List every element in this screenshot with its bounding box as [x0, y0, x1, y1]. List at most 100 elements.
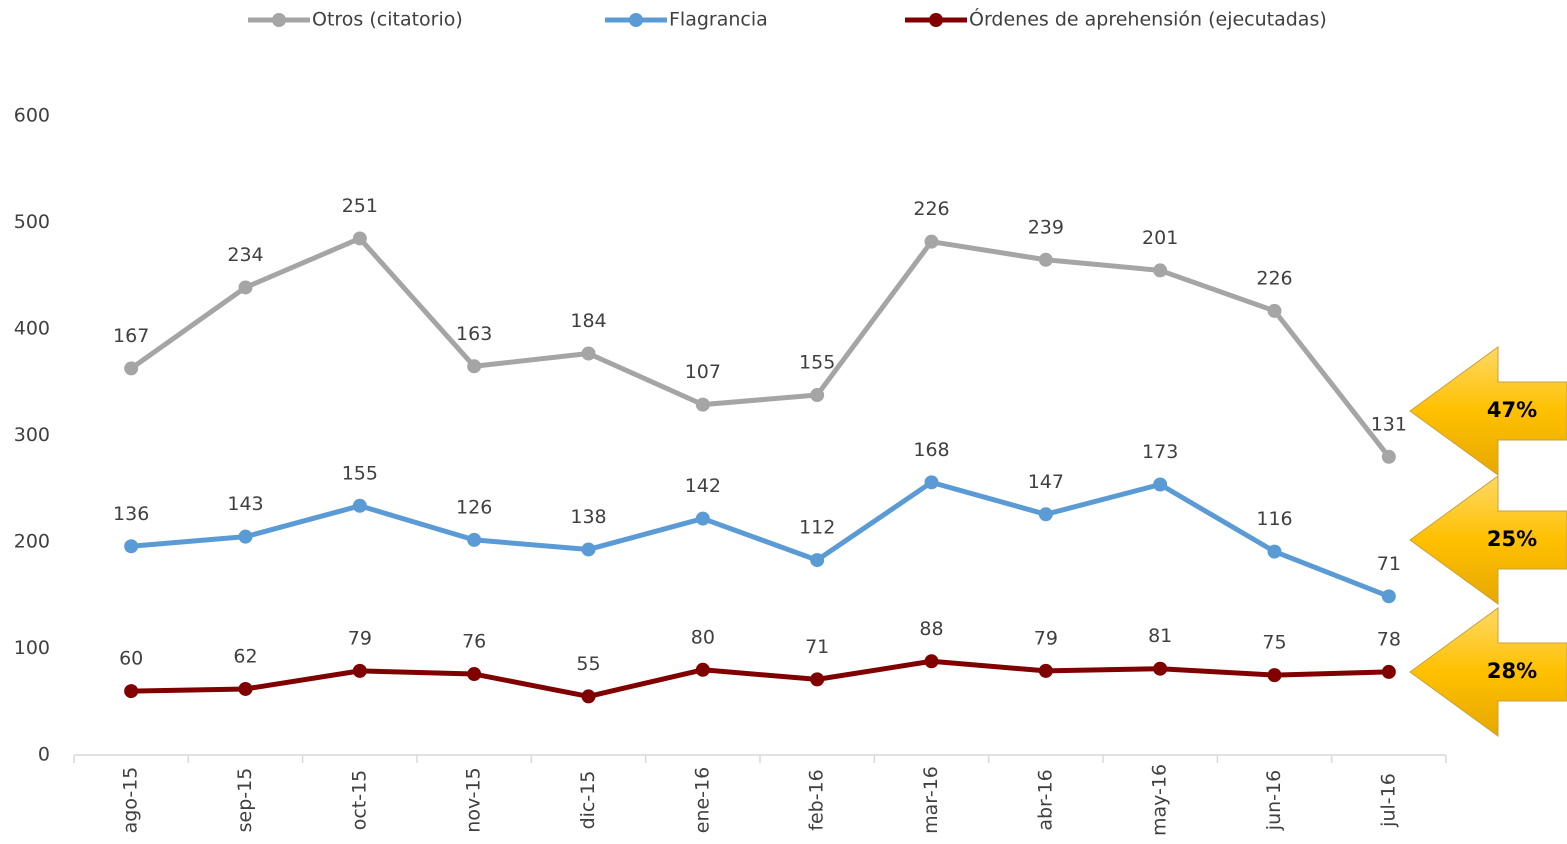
point [124, 361, 139, 376]
data-label: 71 [1377, 553, 1401, 575]
legend-label: Flagrancia [669, 9, 768, 31]
x-tick-label: dic-15 [577, 771, 599, 830]
arrow-callout: 47% [1409, 346, 1567, 476]
point [581, 346, 596, 361]
point [924, 654, 939, 669]
point [352, 663, 367, 678]
point [238, 529, 253, 544]
data-label: 234 [227, 244, 263, 266]
data-label: 201 [1142, 227, 1178, 249]
annotation: 25% [1487, 527, 1537, 551]
point [352, 231, 367, 246]
point [467, 359, 482, 374]
data-label: 136 [113, 503, 149, 525]
data-label: 116 [1256, 508, 1292, 530]
point [810, 553, 825, 568]
data-label: 79 [1034, 627, 1058, 649]
data-label: 107 [685, 361, 721, 383]
annotation: 47% [1487, 398, 1537, 422]
point [1381, 449, 1396, 464]
x-tick-label: oct-15 [348, 770, 370, 831]
data-label: 142 [685, 475, 721, 497]
point [581, 542, 596, 557]
x-tick-label: ago-15 [120, 767, 142, 834]
data-label: 155 [799, 352, 835, 374]
x-tick-label: abr-16 [1034, 769, 1056, 830]
y-tick-label: 0 [38, 744, 50, 766]
arrow [1409, 346, 1567, 476]
point [695, 511, 710, 526]
y-tick-label: 300 [14, 424, 50, 446]
point [1381, 664, 1396, 679]
legend-marker [629, 13, 643, 27]
x-tick-label: sep-15 [234, 768, 256, 833]
x-tick-label: nov-15 [463, 767, 485, 832]
data-label: 88 [919, 618, 943, 640]
point [1267, 668, 1282, 683]
point [1267, 544, 1282, 559]
point [1153, 477, 1168, 492]
annotation: 28% [1487, 659, 1537, 683]
arrow-callout: 28% [1409, 607, 1567, 737]
data-label: 168 [913, 439, 949, 461]
series-line [130, 479, 1390, 599]
data-label: 147 [1028, 471, 1064, 493]
point [1153, 263, 1168, 278]
point [467, 667, 482, 682]
legend-marker [272, 13, 286, 27]
y-tick-label: 100 [14, 637, 50, 659]
x-tick-label: mar-16 [920, 766, 942, 834]
data-label: 138 [570, 506, 606, 528]
arrow [1409, 607, 1567, 737]
point [695, 662, 710, 677]
data-label: 81 [1148, 625, 1172, 647]
point [352, 498, 367, 513]
y-tick-label: 200 [14, 531, 50, 553]
data-label: 112 [799, 517, 835, 539]
arrow [1409, 475, 1567, 605]
data-label: 79 [348, 627, 372, 649]
data-label: 75 [1262, 632, 1286, 654]
series-line [129, 235, 1391, 459]
x-tick-label: jul-16 [1377, 773, 1399, 828]
data-label: 251 [342, 195, 378, 217]
data-label: 155 [342, 462, 378, 484]
data-label: 62 [233, 645, 257, 667]
point [1153, 661, 1168, 676]
data-label: 60 [119, 648, 143, 670]
data-label: 184 [570, 310, 606, 332]
data-label: 76 [462, 631, 486, 653]
point [1038, 507, 1053, 522]
data-label: 131 [1371, 413, 1407, 435]
point [1381, 589, 1396, 604]
legend-label: Órdenes de aprehensión (ejecutadas) [969, 7, 1327, 31]
data-label: 163 [456, 323, 492, 345]
y-tick-label: 600 [14, 105, 50, 127]
data-label: 71 [805, 636, 829, 658]
point [238, 681, 253, 696]
data-label: 80 [691, 626, 715, 648]
data-label: 126 [456, 496, 492, 518]
point [924, 475, 939, 490]
data-label: 55 [576, 653, 600, 675]
x-tick-label: may-16 [1149, 764, 1171, 836]
data-label: 173 [1142, 441, 1178, 463]
data-label: 239 [1028, 216, 1064, 238]
series-line [131, 658, 1389, 699]
point [581, 689, 596, 704]
y-tick-label: 400 [14, 318, 50, 340]
point [810, 672, 825, 687]
point [238, 280, 253, 295]
data-label: 226 [913, 198, 949, 220]
data-label: 167 [113, 325, 149, 347]
data-label: 78 [1377, 628, 1401, 650]
arrow-callout: 25% [1409, 475, 1567, 605]
data-label: 226 [1256, 267, 1292, 289]
point [1038, 663, 1053, 678]
point [1267, 303, 1282, 318]
point [1038, 252, 1053, 267]
point [695, 397, 710, 412]
point [467, 532, 482, 547]
point [124, 539, 139, 554]
x-tick-label: jun-16 [1263, 770, 1285, 831]
